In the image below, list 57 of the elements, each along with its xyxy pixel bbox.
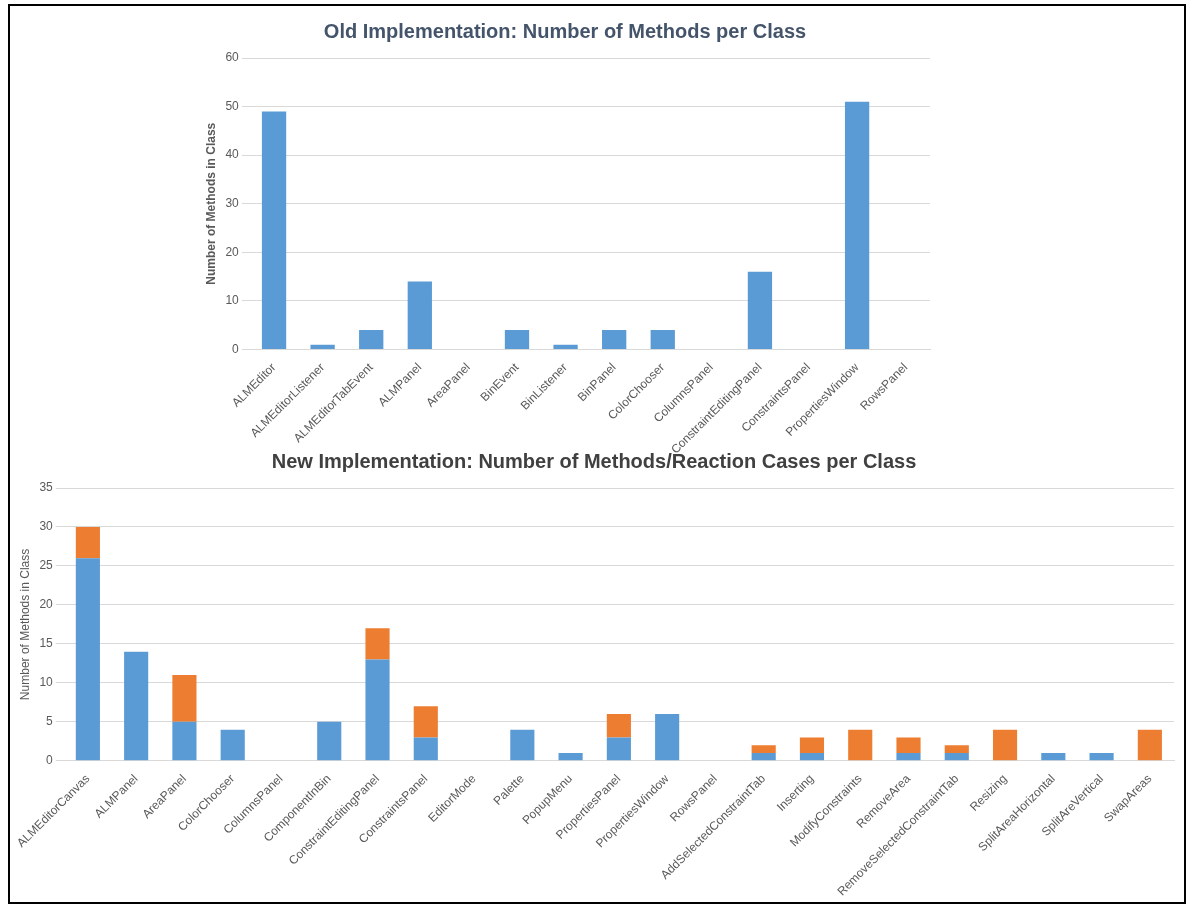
bar xyxy=(747,271,773,349)
bar xyxy=(75,526,100,559)
y-tick-label: 30 xyxy=(39,519,54,534)
bar xyxy=(172,721,197,761)
bar xyxy=(751,745,776,754)
bar xyxy=(655,714,680,761)
bar xyxy=(310,344,335,349)
bar xyxy=(407,281,432,349)
bar xyxy=(1089,753,1114,761)
bar xyxy=(553,344,578,349)
y-tick-label: 5 xyxy=(46,714,54,729)
bar xyxy=(261,111,287,349)
bar xyxy=(510,729,535,761)
y-tick-label: 15 xyxy=(39,636,54,651)
y-tick-label: 20 xyxy=(39,597,54,612)
y-tick-label: 20 xyxy=(225,244,240,259)
bar xyxy=(558,753,583,761)
bar xyxy=(606,714,631,738)
bar xyxy=(844,101,870,349)
y-tick-label: 25 xyxy=(39,558,54,573)
bar xyxy=(944,745,969,754)
bar xyxy=(504,330,530,349)
y-axis-title: Number of Methods in Class xyxy=(203,122,218,285)
y-tick-label: 0 xyxy=(46,753,54,768)
y-tick-label: 0 xyxy=(232,341,240,356)
bar xyxy=(1041,753,1066,761)
bar xyxy=(172,675,197,722)
y-tick-label: 60 xyxy=(225,50,240,65)
y-axis-title: Number of Methods in Class xyxy=(17,548,32,701)
bar xyxy=(413,706,438,738)
bar xyxy=(751,753,776,761)
bar xyxy=(896,737,921,754)
bar xyxy=(220,729,245,761)
bar xyxy=(75,558,100,761)
bar xyxy=(602,330,627,349)
bar xyxy=(799,753,825,761)
y-tick-label: 50 xyxy=(225,98,240,113)
y-tick-label: 40 xyxy=(225,147,240,162)
y-tick-label: 10 xyxy=(39,675,54,690)
y-tick-label: 10 xyxy=(225,293,240,308)
bar xyxy=(365,659,390,761)
bar xyxy=(944,753,969,761)
bar xyxy=(896,753,921,761)
bar xyxy=(606,737,631,761)
bar xyxy=(365,628,390,660)
bar xyxy=(848,729,873,761)
bar xyxy=(650,330,675,349)
bar xyxy=(799,737,825,754)
bar xyxy=(359,330,384,349)
bar xyxy=(317,721,342,761)
y-tick-label: 35 xyxy=(39,480,54,495)
bar xyxy=(413,737,438,761)
chart-title: Old Implementation: Number of Methods per Class xyxy=(323,19,807,42)
bar xyxy=(124,651,149,761)
bar xyxy=(1137,729,1162,761)
y-tick-label: 30 xyxy=(225,196,240,211)
bar xyxy=(992,729,1018,761)
